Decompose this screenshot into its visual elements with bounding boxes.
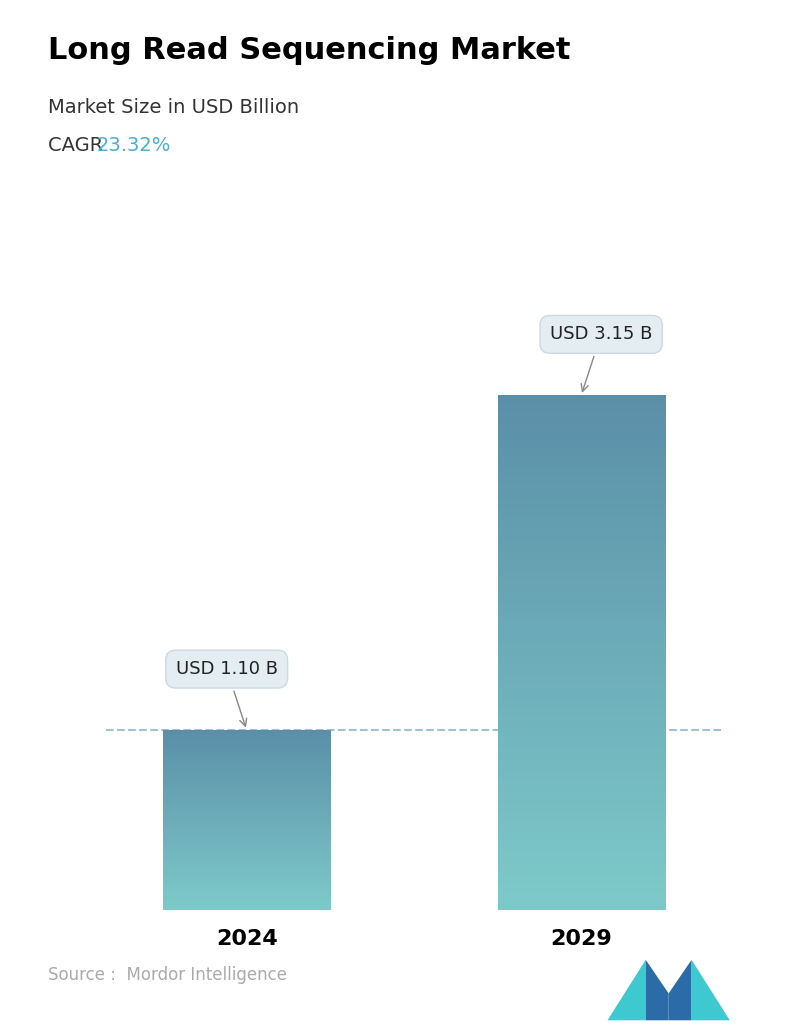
Polygon shape (692, 960, 730, 1021)
Text: Long Read Sequencing Market: Long Read Sequencing Market (48, 36, 570, 65)
Polygon shape (607, 960, 646, 1021)
Text: USD 1.10 B: USD 1.10 B (176, 660, 278, 726)
Polygon shape (646, 960, 669, 1021)
Polygon shape (669, 960, 692, 1021)
Text: Market Size in USD Billion: Market Size in USD Billion (48, 98, 298, 117)
Text: USD 3.15 B: USD 3.15 B (550, 326, 653, 392)
Text: CAGR: CAGR (48, 136, 109, 155)
Text: 23.32%: 23.32% (97, 136, 171, 155)
Text: Source :  Mordor Intelligence: Source : Mordor Intelligence (48, 967, 287, 984)
